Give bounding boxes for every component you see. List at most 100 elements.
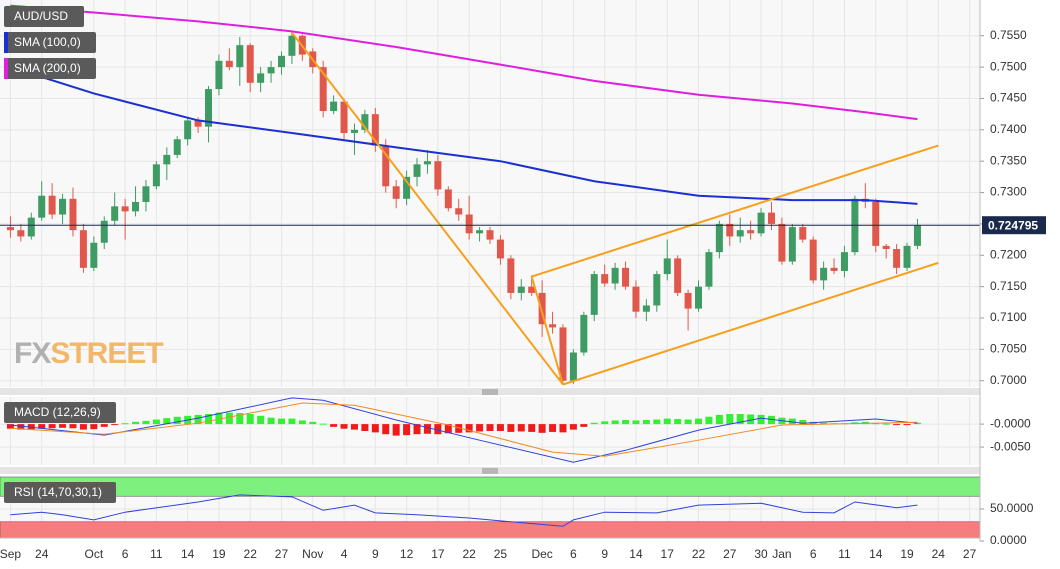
legend-title: AUD/USD <box>14 9 68 23</box>
legend-entry: SMA (200,0) <box>14 61 81 75</box>
x-tick-label: 11 <box>838 547 851 561</box>
x-tick-label: 25 <box>494 547 508 561</box>
trend-line <box>531 144 939 278</box>
histogram-bar <box>767 415 775 425</box>
y-tick-label: -0.0000 <box>990 416 1031 430</box>
histogram-bar <box>726 414 734 425</box>
candle-body <box>184 120 192 140</box>
x-tick-label: 17 <box>661 547 675 561</box>
candle-body <box>601 274 609 284</box>
y-tick-label: 0.0000 <box>990 533 1027 547</box>
candle-body <box>6 227 14 231</box>
x-tick-label: 4 <box>341 547 348 561</box>
histogram-bar <box>48 424 56 429</box>
histogram-bar <box>903 424 911 426</box>
candle-body <box>663 258 671 275</box>
candle-body <box>267 67 275 74</box>
x-tick-label: Nov <box>302 547 323 561</box>
candle-body <box>549 324 557 328</box>
candle-body <box>757 212 765 234</box>
histogram-bar <box>882 423 890 425</box>
candle-body <box>695 286 703 309</box>
y-tick-label: 0.7050 <box>990 342 1027 356</box>
histogram-bar <box>788 418 796 425</box>
candle-body <box>455 208 463 215</box>
candle-body <box>767 212 775 224</box>
histogram-bar <box>38 424 46 429</box>
candle-body <box>90 242 98 268</box>
candle-body <box>465 214 473 234</box>
y-tick-label: 0.7200 <box>990 247 1027 261</box>
histogram-bar <box>6 424 14 429</box>
histogram-bar <box>423 424 431 434</box>
rsi-band <box>0 476 981 497</box>
candle-body <box>590 274 598 315</box>
indicator-line <box>10 494 918 527</box>
histogram-bar <box>298 420 306 425</box>
histogram-bar <box>225 412 233 425</box>
candle-body <box>799 227 807 240</box>
histogram-bar <box>674 419 682 425</box>
histogram-bar <box>163 418 171 425</box>
x-tick-label: 6 <box>122 547 129 561</box>
histogram-bar <box>622 419 630 425</box>
histogram-bar <box>820 422 828 425</box>
candle-body <box>674 258 682 293</box>
candle-body <box>611 267 619 284</box>
splitter-handle[interactable] <box>482 468 498 474</box>
histogram-bar <box>590 422 598 425</box>
splitter-handle[interactable] <box>482 389 498 395</box>
histogram-bar <box>496 424 504 431</box>
histogram-bar <box>257 415 265 425</box>
candle-body <box>225 60 233 68</box>
candle-body <box>486 230 494 240</box>
histogram-bar <box>350 424 358 430</box>
histogram-bar <box>361 424 369 431</box>
histogram-bar <box>246 414 254 425</box>
histogram-bar <box>371 424 379 433</box>
candle-body <box>809 239 817 281</box>
histogram-bar <box>444 424 452 434</box>
candle-body <box>100 220 108 243</box>
histogram-bar <box>277 418 285 425</box>
candle-body <box>132 201 140 212</box>
legend-box <box>4 482 116 503</box>
candle-body <box>476 230 484 234</box>
candle-body <box>715 223 723 253</box>
x-axis-strip <box>0 538 980 569</box>
histogram-bar <box>705 416 713 425</box>
candle-body <box>903 245 911 268</box>
histogram-bar <box>194 414 202 425</box>
histogram-bar <box>90 424 98 430</box>
candle-body <box>872 201 880 246</box>
x-tick-label: 11 <box>150 547 163 561</box>
histogram-bar <box>486 424 494 431</box>
y-tick-label: 0.7100 <box>990 310 1027 324</box>
x-tick-label: 27 <box>275 547 289 561</box>
histogram-bar <box>517 424 525 432</box>
histogram-bar <box>736 414 744 425</box>
x-tick-label: 6 <box>570 547 577 561</box>
candle-body <box>882 245 890 250</box>
candle-body <box>350 129 358 133</box>
candle-body <box>517 286 525 293</box>
candle-body <box>705 252 713 287</box>
candle-body <box>371 114 379 146</box>
candle-body <box>778 223 786 262</box>
legend-box <box>4 58 96 79</box>
sma-line <box>10 4 918 121</box>
candle-body <box>79 230 87 268</box>
candle-body <box>528 286 536 293</box>
candle-body <box>382 145 390 187</box>
candle-body <box>38 195 46 218</box>
histogram-bar <box>413 424 421 435</box>
histogram-bar <box>132 421 140 425</box>
histogram-bar <box>79 424 87 430</box>
histogram-bar <box>684 419 692 425</box>
x-tick-label: 19 <box>900 547 914 561</box>
histogram-bar <box>653 419 661 425</box>
legend-swatch <box>4 58 8 79</box>
x-tick-label: 27 <box>963 547 977 561</box>
candle-body <box>173 139 181 155</box>
candle-body <box>17 230 25 237</box>
